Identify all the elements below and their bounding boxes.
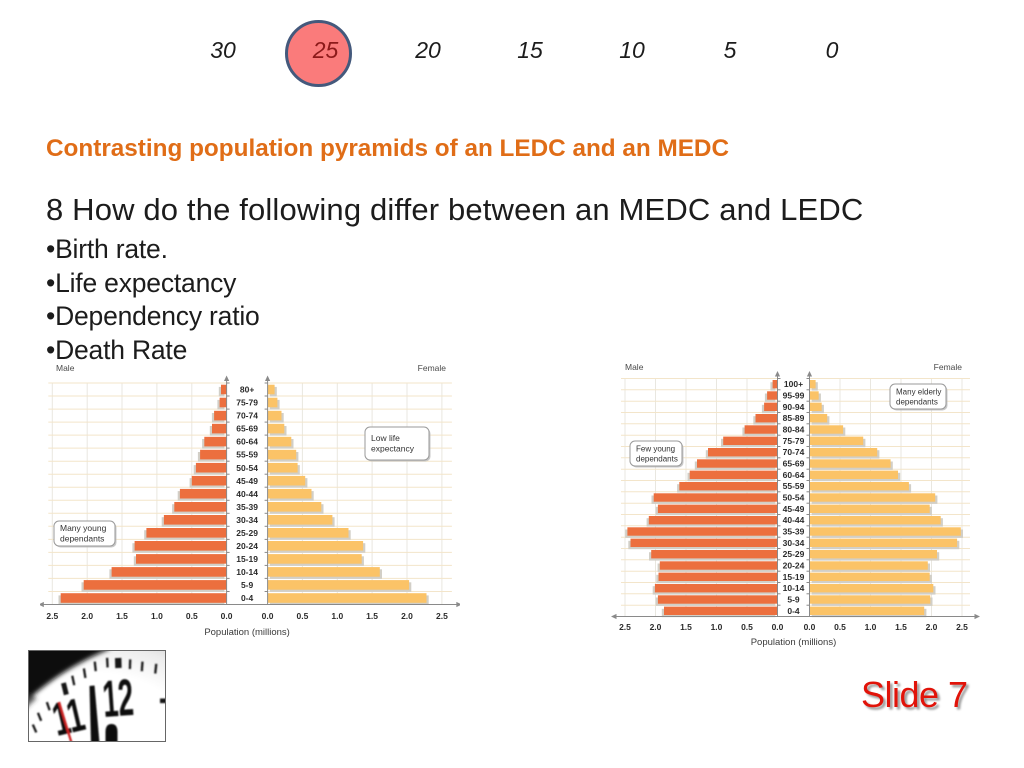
svg-text:85-89: 85-89 <box>783 413 805 423</box>
svg-text:dependants: dependants <box>60 534 104 544</box>
svg-text:1.5: 1.5 <box>680 622 692 632</box>
svg-text:95-99: 95-99 <box>783 391 805 401</box>
svg-text:0-4: 0-4 <box>241 593 254 603</box>
svg-text:Few young: Few young <box>636 444 675 453</box>
svg-text:Population (millions): Population (millions) <box>204 627 290 638</box>
svg-text:50-54: 50-54 <box>236 463 258 473</box>
svg-text:70-74: 70-74 <box>783 447 805 457</box>
svg-text:Low life: Low life <box>371 433 400 443</box>
svg-text:2.0: 2.0 <box>81 611 93 621</box>
svg-text:75-79: 75-79 <box>783 436 805 446</box>
svg-text:40-44: 40-44 <box>236 489 258 499</box>
svg-text:Many young: Many young <box>60 523 107 533</box>
svg-text:25-29: 25-29 <box>783 549 805 559</box>
svg-text:65-69: 65-69 <box>783 459 805 469</box>
svg-text:0.5: 0.5 <box>186 611 198 621</box>
svg-text:45-49: 45-49 <box>783 504 805 514</box>
svg-text:15-19: 15-19 <box>236 554 258 564</box>
svg-text:30-34: 30-34 <box>236 515 258 525</box>
svg-text:2.5: 2.5 <box>619 622 631 632</box>
svg-text:55-59: 55-59 <box>783 481 805 491</box>
svg-text:2.0: 2.0 <box>926 622 938 632</box>
svg-text:5-9: 5-9 <box>787 595 800 605</box>
svg-text:50-54: 50-54 <box>783 493 805 503</box>
svg-text:0.5: 0.5 <box>296 611 308 621</box>
svg-text:Female: Female <box>934 362 963 372</box>
svg-text:dependants: dependants <box>896 397 938 406</box>
svg-text:80+: 80+ <box>240 385 254 395</box>
svg-text:1.5: 1.5 <box>116 611 128 621</box>
svg-text:1.0: 1.0 <box>331 611 343 621</box>
svg-text:30-34: 30-34 <box>783 538 805 548</box>
svg-text:2.0: 2.0 <box>401 611 413 621</box>
svg-text:2.0: 2.0 <box>650 622 662 632</box>
svg-text:45-49: 45-49 <box>236 476 258 486</box>
svg-text:65-69: 65-69 <box>236 424 258 434</box>
svg-text:100+: 100+ <box>784 379 803 389</box>
svg-text:1.5: 1.5 <box>895 622 907 632</box>
svg-text:35-39: 35-39 <box>783 527 805 537</box>
svg-text:60-64: 60-64 <box>236 437 258 447</box>
svg-text:1.0: 1.0 <box>711 622 723 632</box>
svg-text:0.0: 0.0 <box>804 622 816 632</box>
svg-text:0.5: 0.5 <box>741 622 753 632</box>
svg-text:2.5: 2.5 <box>436 611 448 621</box>
svg-text:55-59: 55-59 <box>236 450 258 460</box>
svg-text:35-39: 35-39 <box>236 502 258 512</box>
svg-text:25-29: 25-29 <box>236 528 258 538</box>
svg-text:Female: Female <box>418 363 447 373</box>
svg-text:20-24: 20-24 <box>783 561 805 571</box>
svg-text:70-74: 70-74 <box>236 411 258 421</box>
svg-text:Many elderly: Many elderly <box>896 387 941 396</box>
svg-text:dependants: dependants <box>636 454 678 463</box>
svg-text:1.5: 1.5 <box>366 611 378 621</box>
svg-text:5-9: 5-9 <box>241 580 254 590</box>
svg-text:10-14: 10-14 <box>236 567 258 577</box>
svg-text:1.0: 1.0 <box>865 622 877 632</box>
svg-text:1.0: 1.0 <box>151 611 163 621</box>
svg-text:0.0: 0.0 <box>221 611 233 621</box>
svg-text:10-14: 10-14 <box>783 583 805 593</box>
svg-text:0-4: 0-4 <box>787 606 800 616</box>
svg-text:15-19: 15-19 <box>783 572 805 582</box>
svg-text:40-44: 40-44 <box>783 515 805 525</box>
svg-text:20-24: 20-24 <box>236 541 258 551</box>
svg-text:Male: Male <box>56 363 75 373</box>
svg-text:60-64: 60-64 <box>783 470 805 480</box>
svg-text:80-84: 80-84 <box>783 425 805 435</box>
svg-text:12: 12 <box>101 667 136 728</box>
svg-text:0.5: 0.5 <box>834 622 846 632</box>
svg-text:expectancy: expectancy <box>371 444 415 454</box>
svg-text:2.5: 2.5 <box>46 611 58 621</box>
svg-text:0.0: 0.0 <box>772 622 784 632</box>
svg-text:2.5: 2.5 <box>956 622 968 632</box>
svg-text:90-94: 90-94 <box>783 402 805 412</box>
svg-text:75-79: 75-79 <box>236 398 258 408</box>
svg-text:0.0: 0.0 <box>262 611 274 621</box>
svg-text:Male: Male <box>625 362 644 372</box>
svg-text:Population (millions): Population (millions) <box>751 637 837 648</box>
